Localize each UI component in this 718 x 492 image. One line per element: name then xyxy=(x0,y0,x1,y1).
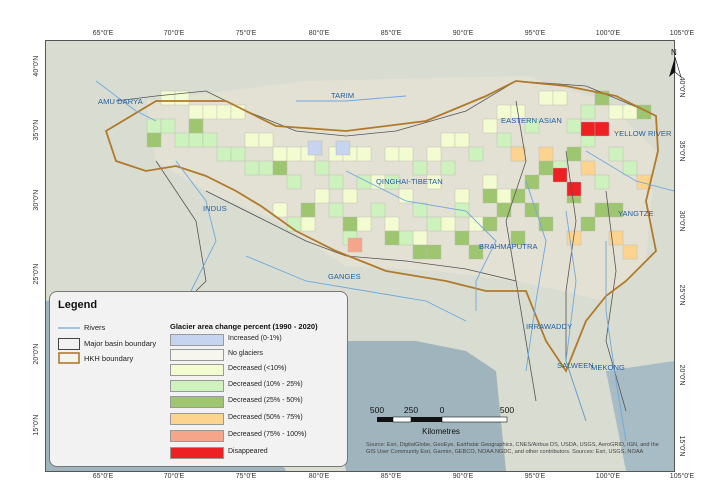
lon-tick-bottom: 95°0'E xyxy=(524,473,546,480)
glacier-grid xyxy=(146,90,652,260)
lat-tick-right: 15°0'N xyxy=(678,435,685,457)
legend-swatch xyxy=(170,334,224,346)
lat-tick-left: 15°0'N xyxy=(33,414,40,436)
north-arrow-icon: N xyxy=(665,48,685,78)
basin-label: MEKONG xyxy=(591,363,625,372)
legend-swatch xyxy=(170,430,224,442)
lat-tick-left: 40°0'N xyxy=(33,55,40,77)
legend-panel: Legend Rivers Major basin boundary HKH b… xyxy=(49,291,348,467)
legend-basin-label: Major basin boundary xyxy=(84,339,157,348)
legend-swatch xyxy=(170,380,224,392)
legend-swatch xyxy=(170,349,224,361)
lon-tick-top: 105°0'E xyxy=(669,30,695,37)
legend-swatch xyxy=(170,447,224,459)
legend-class-label: Decreased (<10%) xyxy=(228,365,287,372)
lon-tick-bottom: 70°0'E xyxy=(163,473,185,480)
lon-tick-bottom: 65°0'E xyxy=(92,473,114,480)
basin-label: YANGTZE xyxy=(618,209,654,218)
legend-class-label: Decreased (25% - 50%) xyxy=(228,397,303,404)
scale-bar: 500 250 0 500 Kilometres xyxy=(366,405,516,436)
basin-label: SALWEEN xyxy=(557,361,594,370)
legend-class-label: Decreased (10% - 25%) xyxy=(228,381,303,388)
legend-swatch xyxy=(170,413,224,425)
legend-hkh-label: HKH boundary xyxy=(84,354,134,363)
lon-tick-top: 90°0'E xyxy=(452,30,474,37)
rivers xyxy=(95,80,674,442)
basin-boundary-icon xyxy=(58,338,80,350)
scale-unit: Kilometres xyxy=(422,427,460,436)
source-attribution: Source: Esri, DigitalGlobe, GeoEye, Eart… xyxy=(366,442,659,455)
scale-tick-label: 500 xyxy=(369,405,385,415)
basin-label: BRAHMAPUTRA xyxy=(479,242,538,251)
north-label: N xyxy=(671,48,677,57)
lon-tick-top: 65°0'E xyxy=(92,30,114,37)
lat-tick-left: 20°0'N xyxy=(33,343,40,365)
lon-tick-bottom: 105°0'E xyxy=(669,473,695,480)
legend-title: Legend xyxy=(58,299,98,311)
lon-tick-top: 75°0'E xyxy=(235,30,257,37)
basin-label: IRRAWADDY xyxy=(526,322,573,331)
legend-class-label: Disappeared xyxy=(228,448,268,455)
lon-tick-top: 100°0'E xyxy=(595,30,621,37)
scale-tick-label: 250 xyxy=(403,405,419,415)
lat-tick-left: 25°0'N xyxy=(33,263,40,285)
legend-change-title: Glacier area change percent (1990 - 2020… xyxy=(170,322,318,331)
hkh-boundary xyxy=(104,80,659,373)
lon-tick-top: 80°0'E xyxy=(308,30,330,37)
basin-label: GANGES xyxy=(328,272,361,281)
lat-tick-right: 35°0'N xyxy=(678,140,685,162)
lat-tick-right: 25°0'N xyxy=(678,284,685,306)
basin-label: TARIM xyxy=(331,91,355,100)
legend-rivers-label: Rivers xyxy=(84,323,106,332)
legend-class-label: Increased (0-1%) xyxy=(228,335,282,342)
lon-tick-top: 95°0'E xyxy=(524,30,546,37)
legend-swatch xyxy=(170,364,224,376)
legend-class-label: Decreased (50% - 75%) xyxy=(228,414,303,421)
basin-label: EASTERN ASIAN xyxy=(501,116,562,125)
scale-tick-label: 0 xyxy=(439,405,445,415)
basin-label: AMU DARYA xyxy=(98,97,143,106)
lat-tick-left: 30°0'N xyxy=(33,189,40,211)
legend-swatch xyxy=(170,396,224,408)
basin-label: YELLOW RIVER xyxy=(614,129,672,138)
legend-class-label: No glaciers xyxy=(228,350,264,357)
basin-label: QINGHAI-TIBETAN xyxy=(376,177,443,186)
basin-label: INDUS xyxy=(203,204,227,213)
lat-tick-left: 35°0'N xyxy=(33,119,40,141)
lon-tick-bottom: 85°0'E xyxy=(380,473,402,480)
hkh-boundary-icon xyxy=(58,352,80,364)
lon-tick-bottom: 90°0'E xyxy=(452,473,474,480)
lat-tick-right: 30°0'N xyxy=(678,210,685,232)
lon-tick-top: 70°0'E xyxy=(163,30,185,37)
river-line-icon xyxy=(58,327,80,329)
lon-tick-bottom: 75°0'E xyxy=(235,473,257,480)
legend-class-label: Decreased (75% - 100%) xyxy=(228,431,307,438)
lon-tick-bottom: 80°0'E xyxy=(308,473,330,480)
lon-tick-bottom: 100°0'E xyxy=(595,473,621,480)
scale-tick-label: 500 xyxy=(499,405,515,415)
lat-tick-right: 20°0'N xyxy=(678,364,685,386)
lat-tick-right: 40°0'N xyxy=(678,76,685,98)
lon-tick-top: 85°0'E xyxy=(380,30,402,37)
